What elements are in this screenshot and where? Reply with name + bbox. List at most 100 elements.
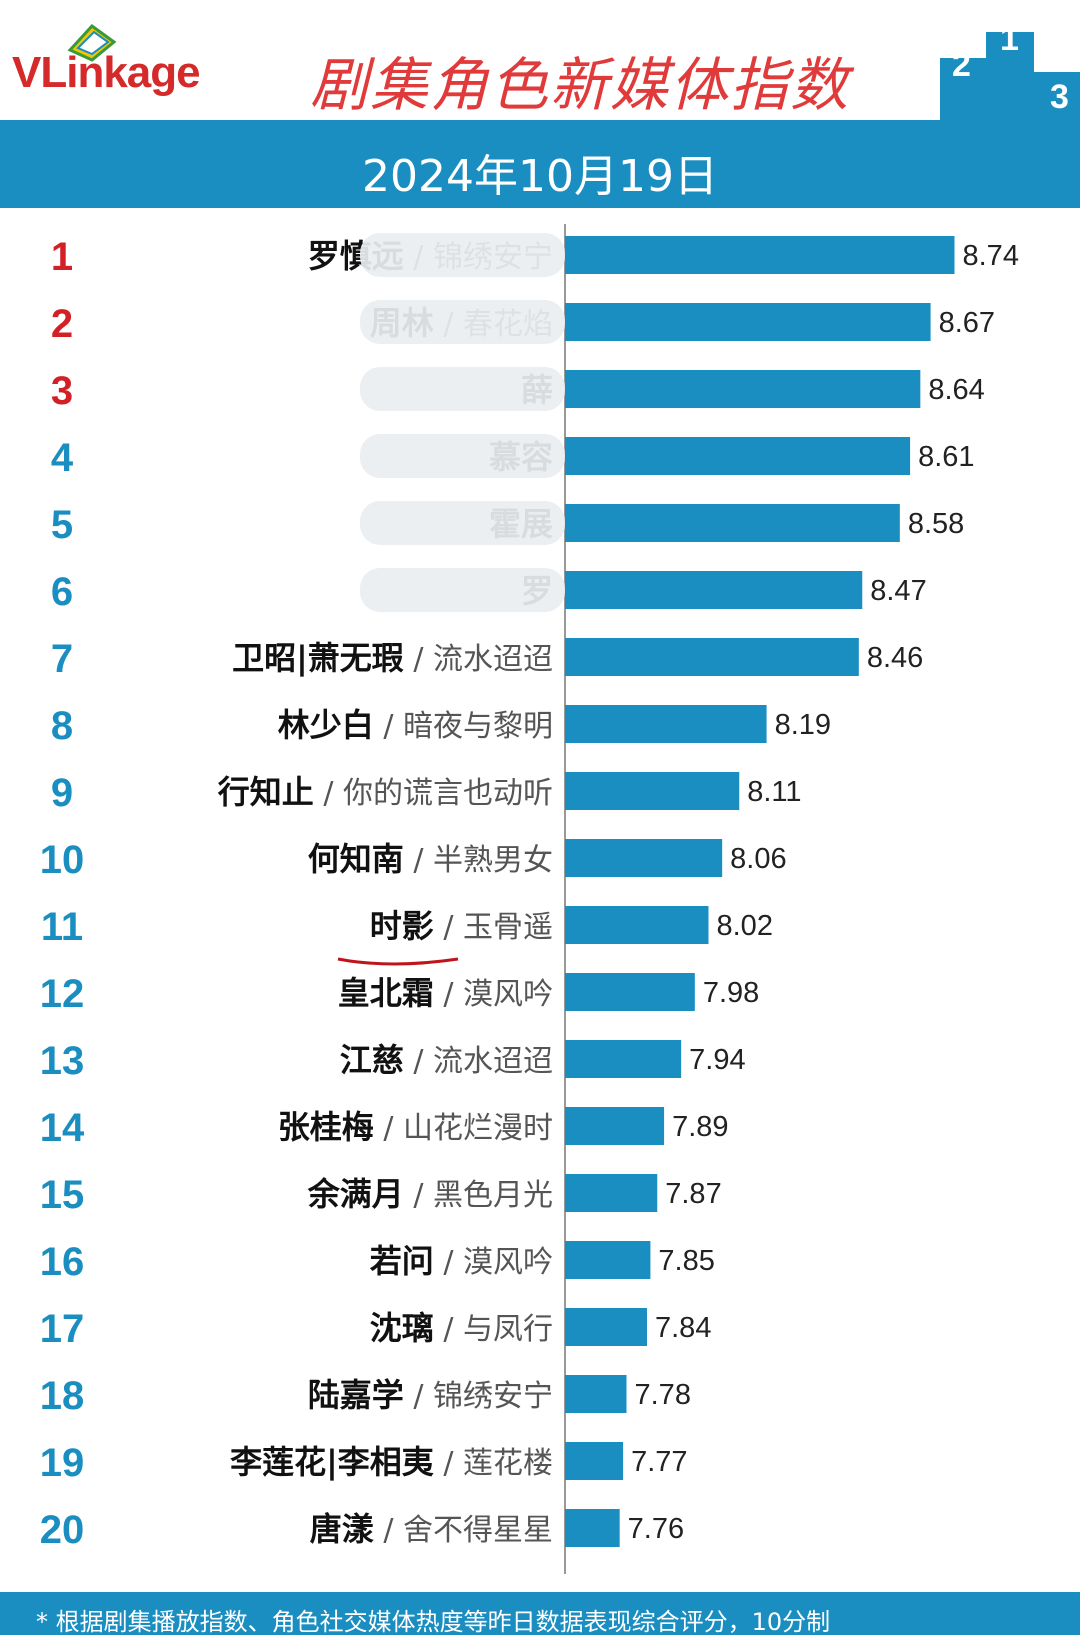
- rank-number: 5: [51, 503, 73, 547]
- rank-number: 11: [41, 905, 83, 949]
- value-label: 7.78: [635, 1379, 691, 1411]
- bar: [565, 303, 931, 341]
- value-label: 7.87: [665, 1178, 721, 1210]
- value-label: 7.98: [703, 977, 759, 1009]
- character-name: 何知南: [308, 840, 404, 878]
- row-label: 林少白 / 暗夜与黎明: [278, 706, 553, 744]
- rank-number: 16: [40, 1240, 85, 1284]
- podium-icon: 2 1 3: [940, 20, 1080, 120]
- row-label: 唐漾 / 舍不得星星: [310, 1510, 553, 1548]
- value-label: 8.06: [730, 843, 786, 875]
- drama-title: / 漠风吟: [434, 977, 553, 1012]
- row-label: 何知南 / 半熟男女: [308, 840, 553, 878]
- rank-number: 15: [40, 1173, 85, 1217]
- bar: [565, 1375, 627, 1413]
- podium-digit-1: 1: [1000, 20, 1019, 58]
- character-name: 陆嘉学: [308, 1376, 404, 1414]
- header: VLinkage 剧集角色新媒体指数 2 1 3: [0, 0, 1080, 120]
- rank-number: 8: [51, 704, 73, 748]
- bar: [565, 504, 900, 542]
- bar: [565, 839, 723, 877]
- character-name: 张桂梅: [278, 1108, 374, 1146]
- value-label: 8.61: [918, 441, 974, 473]
- bar: [565, 906, 709, 944]
- drama-title: / 舍不得星星: [374, 1513, 553, 1548]
- bar: [565, 705, 767, 743]
- row-label: 时影 / 玉骨遥: [370, 907, 553, 945]
- footer-band: [0, 1592, 1080, 1635]
- value-label: 7.94: [689, 1044, 745, 1076]
- bar: [565, 1107, 665, 1145]
- rank-number: 6: [51, 570, 73, 614]
- blur-mask: [360, 501, 565, 545]
- character-name: 江慈: [340, 1041, 404, 1079]
- value-label: 7.76: [628, 1513, 684, 1545]
- drama-title: / 流水迢迢: [404, 1044, 553, 1079]
- rank-number: 20: [40, 1508, 85, 1552]
- bar: [565, 1040, 682, 1078]
- blur-mask: [360, 300, 565, 344]
- rank-number: 17: [40, 1307, 85, 1351]
- blur-mask: [360, 233, 565, 277]
- bar: [565, 973, 695, 1011]
- date-label: 2024年10月19日: [362, 151, 718, 202]
- date-band: [0, 120, 1080, 208]
- row-label: 沈璃 / 与凤行: [370, 1309, 553, 1347]
- logo-mark-icon: [67, 23, 117, 62]
- value-label: 7.84: [655, 1312, 711, 1344]
- drama-title: / 莲花楼: [434, 1446, 553, 1481]
- drama-title: / 暗夜与黎明: [374, 709, 553, 744]
- character-name: 李莲花|李相夷: [230, 1443, 434, 1482]
- character-name: 沈璃: [370, 1309, 434, 1347]
- value-label: 8.74: [963, 240, 1019, 272]
- footnote: * 根据剧集播放指数、角色社交媒体热度等昨日数据表现综合评分，10分制: [36, 1608, 831, 1636]
- bar: [565, 1442, 624, 1480]
- rank-number: 4: [51, 436, 74, 480]
- bar: [565, 1308, 647, 1346]
- row-label: 卫昭|萧无瑕 / 流水迢迢: [232, 639, 553, 678]
- podium-digit-2: 2: [952, 46, 971, 84]
- value-label: 8.64: [928, 374, 984, 406]
- value-label: 7.85: [658, 1245, 714, 1277]
- rank-number: 9: [51, 771, 73, 815]
- rank-number: 3: [51, 369, 73, 413]
- bar: [565, 437, 911, 475]
- bar: [565, 1174, 658, 1212]
- rank-number: 1: [51, 235, 73, 279]
- value-label: 8.11: [747, 776, 801, 808]
- value-label: 8.02: [717, 910, 773, 942]
- row-label: 若问 / 漠风吟: [370, 1242, 553, 1280]
- character-name: 林少白: [278, 706, 374, 744]
- value-label: 8.58: [908, 508, 964, 540]
- row-label: 皇北霜 / 漠风吟: [338, 974, 553, 1012]
- rank-number: 2: [51, 302, 73, 346]
- row-label: 行知止 / 你的谎言也动听: [218, 773, 553, 811]
- bar: [565, 1241, 651, 1279]
- bar: [565, 1509, 620, 1547]
- drama-title: / 漠风吟: [434, 1245, 553, 1280]
- value-label: 8.19: [775, 709, 831, 741]
- highlight-underline: [337, 957, 459, 966]
- value-label: 7.89: [672, 1111, 728, 1143]
- character-name: 若问: [370, 1242, 434, 1280]
- blur-mask: [360, 568, 565, 612]
- character-name: 余满月: [307, 1175, 404, 1213]
- character-name: 卫昭|萧无瑕: [232, 639, 404, 678]
- row-label: 余满月 / 黑色月光: [307, 1175, 553, 1213]
- character-name: 皇北霜: [338, 974, 434, 1012]
- drama-title: / 锦绣安宁: [404, 1379, 553, 1414]
- bar: [565, 236, 955, 274]
- value-label: 8.67: [939, 307, 995, 339]
- character-name: 时影: [370, 907, 434, 945]
- row-label: 张桂梅 / 山花烂漫时: [278, 1108, 553, 1146]
- bar: [565, 638, 859, 676]
- row-label: 江慈 / 流水迢迢: [340, 1041, 553, 1079]
- bar: [565, 772, 740, 810]
- page-title: 剧集角色新媒体指数: [310, 51, 851, 119]
- drama-title: / 山花烂漫时: [374, 1111, 553, 1146]
- podium-digit-3: 3: [1050, 78, 1069, 116]
- drama-title: / 黑色月光: [404, 1178, 553, 1213]
- row-label: 李莲花|李相夷 / 莲花楼: [230, 1443, 553, 1482]
- bar: [565, 571, 863, 609]
